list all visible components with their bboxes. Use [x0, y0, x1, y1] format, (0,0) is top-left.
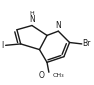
Text: N: N: [55, 21, 61, 30]
Text: I: I: [2, 41, 4, 50]
Text: N: N: [29, 15, 35, 24]
Text: CH₃: CH₃: [53, 73, 64, 78]
Text: Br: Br: [83, 39, 91, 48]
Text: H: H: [30, 11, 34, 16]
Text: O: O: [38, 71, 44, 80]
